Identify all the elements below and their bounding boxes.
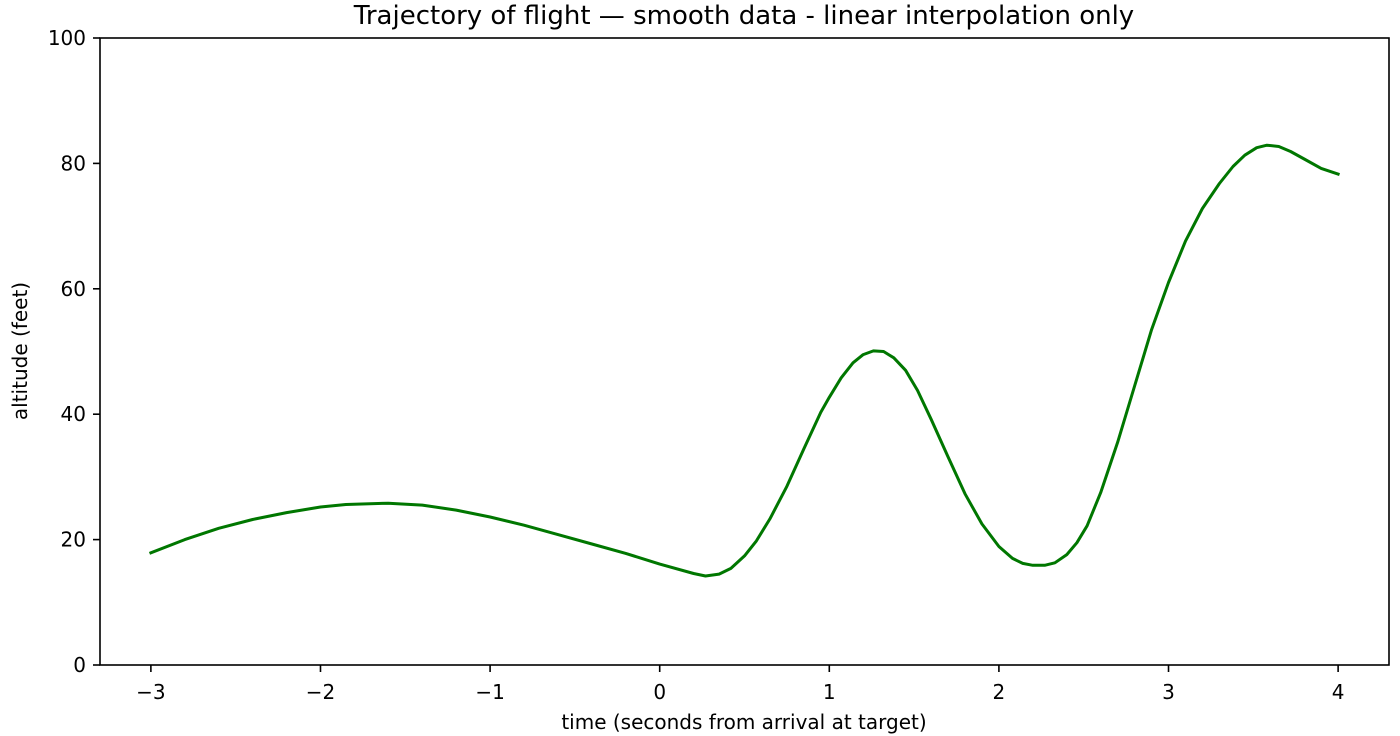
y-axis: 0 20 40 60 80 100 (48, 26, 100, 677)
plot-frame (99, 37, 1390, 666)
x-tick-label: −1 (475, 680, 504, 704)
x-tick-label: −2 (306, 680, 335, 704)
x-tick-label: 2 (993, 680, 1006, 704)
x-axis: −3 −2 −1 0 1 2 3 4 (136, 665, 1344, 704)
x-tick-label: 3 (1162, 680, 1175, 704)
chart-title: Trajectory of flight — smooth data - lin… (353, 1, 1134, 31)
y-tick-label: 0 (73, 653, 86, 677)
x-tick-label: 0 (653, 680, 666, 704)
x-tick-label: −3 (136, 680, 165, 704)
x-axis-label: time (seconds from arrival at target) (561, 710, 926, 734)
y-tick-label: 60 (61, 277, 86, 301)
plot-area (99, 37, 1390, 666)
x-tick-label: 1 (823, 680, 836, 704)
y-tick-label: 40 (61, 402, 86, 426)
x-tick-label: 4 (1332, 680, 1345, 704)
y-tick-label: 80 (61, 151, 86, 175)
trajectory-line (148, 143, 1341, 578)
y-tick-label: 20 (61, 528, 86, 552)
y-axis-label: altitude (feet) (8, 282, 32, 420)
y-tick-label: 100 (48, 26, 86, 50)
